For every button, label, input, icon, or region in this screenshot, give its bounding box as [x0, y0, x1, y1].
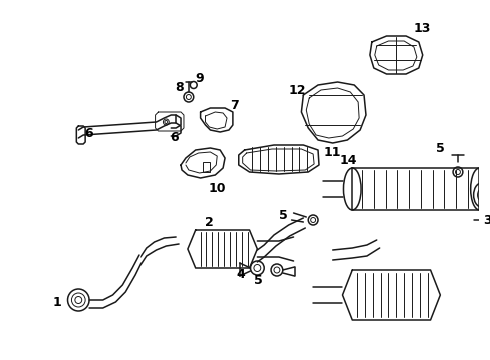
Text: 13: 13: [414, 22, 431, 35]
Text: 11: 11: [324, 145, 342, 158]
Text: 5: 5: [254, 274, 263, 288]
Text: 1: 1: [52, 296, 61, 309]
Text: 5: 5: [436, 141, 445, 154]
Text: 10: 10: [208, 181, 226, 194]
Text: 2: 2: [205, 216, 214, 229]
Text: 3: 3: [483, 213, 490, 226]
Text: 4: 4: [236, 269, 245, 282]
Text: 12: 12: [289, 84, 306, 96]
Text: 5: 5: [279, 208, 288, 221]
Text: 14: 14: [340, 153, 357, 166]
Text: 8: 8: [176, 81, 184, 94]
Text: 6: 6: [170, 131, 178, 144]
Text: 7: 7: [230, 99, 239, 112]
Text: 6: 6: [84, 126, 93, 140]
Text: 9: 9: [196, 72, 204, 85]
